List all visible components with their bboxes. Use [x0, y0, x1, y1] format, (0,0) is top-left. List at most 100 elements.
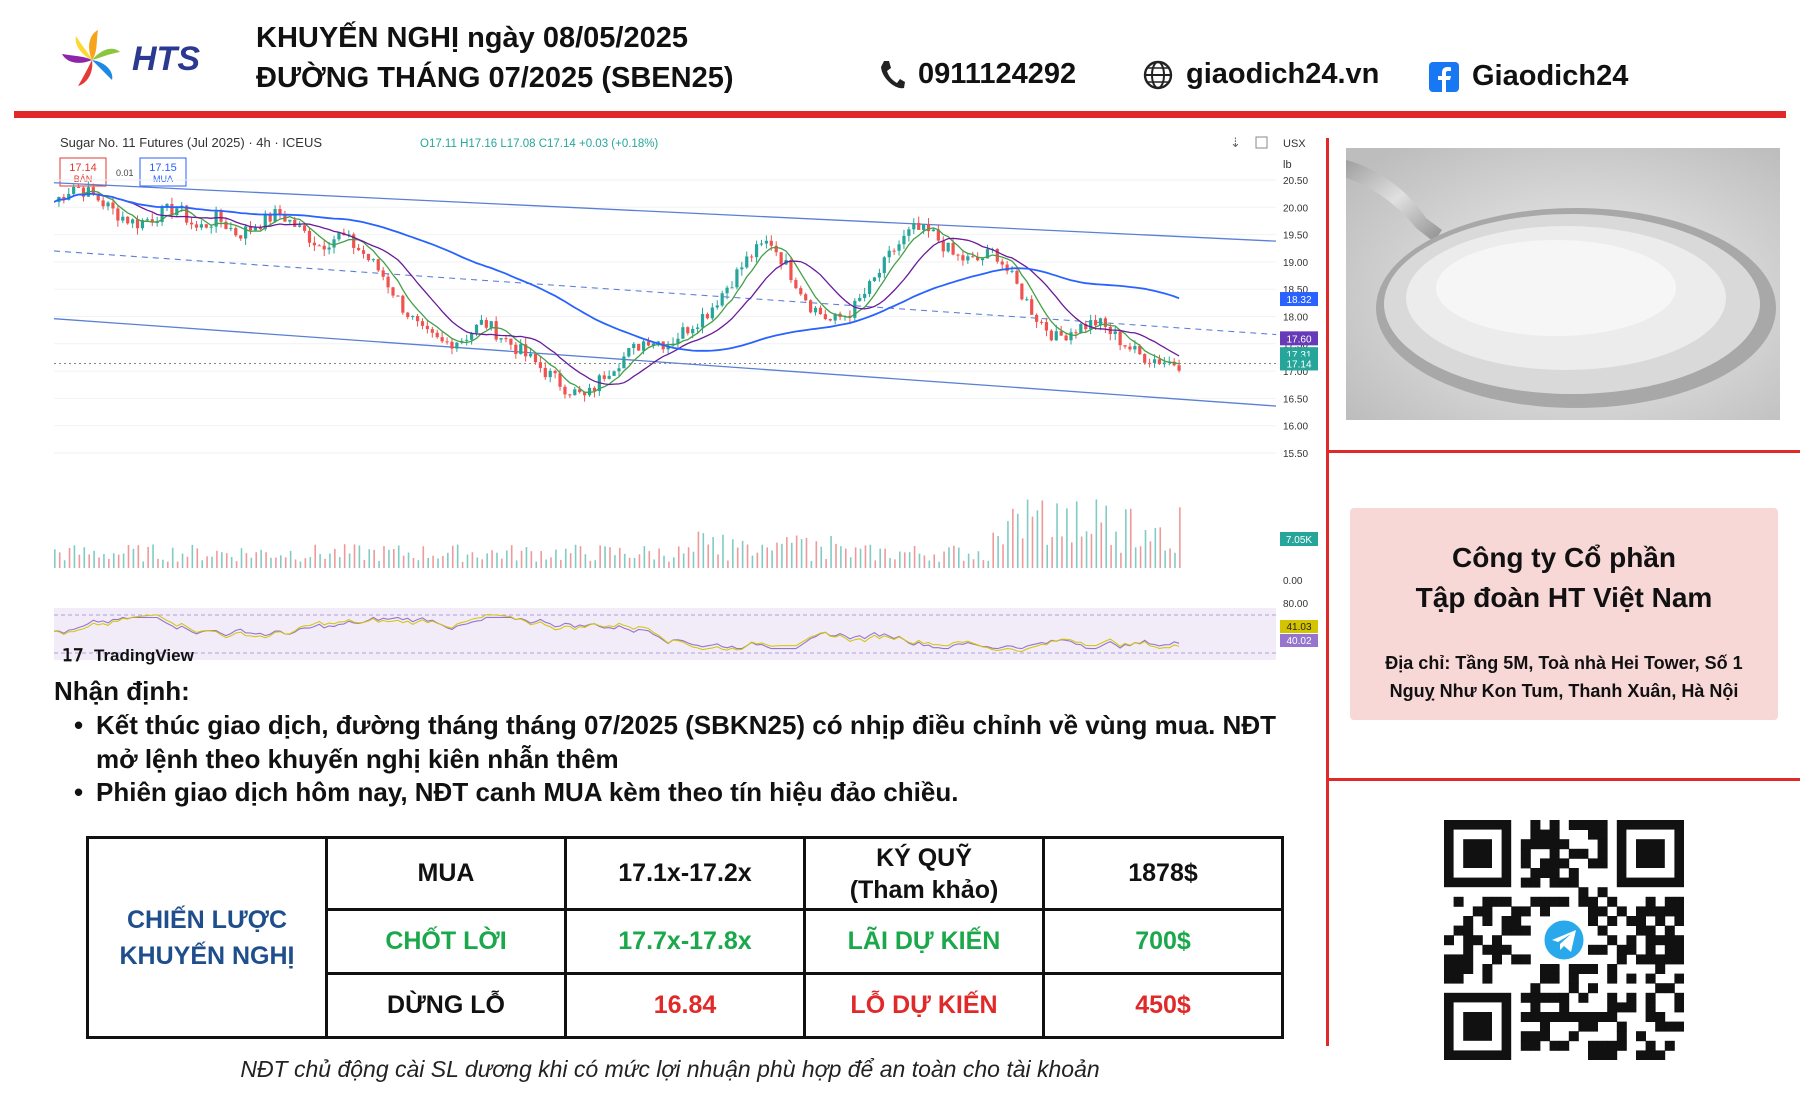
candle-body [951, 242, 955, 255]
volume-bar [196, 548, 199, 568]
volume-bar [697, 531, 700, 568]
volume-bar [776, 542, 778, 568]
volume-bar [648, 551, 651, 568]
candle-body [1044, 322, 1049, 331]
volume-bar [1144, 530, 1147, 568]
candle-body [175, 208, 179, 216]
candle-body [946, 242, 950, 252]
price-chart[interactable]: Sugar No. 11 Futures (Jul 2025) · 4h · I… [53, 128, 1324, 668]
qr-module [1501, 944, 1512, 955]
candle-body [632, 343, 636, 349]
qr-module [1444, 935, 1454, 946]
volume-bar [677, 546, 680, 568]
qr-module [1588, 944, 1598, 955]
qr-module [1616, 944, 1627, 955]
candle-body [165, 204, 169, 207]
qr-module [1444, 964, 1454, 974]
candle-body [961, 255, 965, 261]
candle-body [931, 229, 936, 232]
website-url: giaodich24.vn [1186, 58, 1380, 90]
candle-body [204, 224, 208, 228]
qr-module [1597, 906, 1608, 917]
qr-module [1520, 858, 1531, 869]
candle-body [131, 219, 135, 224]
right-divider-bottom [1328, 778, 1800, 781]
analysis-bullet-2-text: Phiên giao dịch hôm nay, NĐT canh MUA kè… [96, 777, 959, 807]
qr-module [1664, 1021, 1675, 1032]
qr-module [1549, 868, 1560, 878]
telegram-qr-code[interactable] [1444, 820, 1685, 1061]
qr-module [1520, 1031, 1531, 1042]
candle-body [411, 316, 415, 318]
candle-body [62, 196, 66, 200]
qr-module [1549, 848, 1560, 859]
volume-bar [653, 559, 655, 568]
volume-bar [157, 558, 159, 568]
candle-body [224, 221, 228, 229]
volume-bar [962, 560, 965, 568]
sell-label: BÁN [74, 174, 93, 184]
volume-bar [609, 547, 611, 568]
qr-module [1597, 1050, 1608, 1061]
candle-body [317, 245, 321, 247]
website-contact[interactable]: giaodich24.vn [1142, 58, 1379, 91]
volume-bar [211, 556, 213, 568]
volume-bar [619, 547, 621, 568]
candle-body [730, 287, 734, 289]
volume-bar [496, 552, 498, 568]
candle-body [553, 370, 557, 374]
candle-body [366, 253, 371, 261]
qr-module [1472, 906, 1483, 917]
qr-module [1568, 1012, 1579, 1022]
candle-body [794, 280, 798, 289]
qr-module [1674, 916, 1685, 926]
volume-bar [845, 548, 847, 568]
volume-bar [967, 553, 970, 568]
footer-note: NĐT chủ động cài SL dương khi có mức lợi… [240, 1056, 1100, 1082]
sell-box[interactable]: 17.14 BÁN [59, 157, 107, 187]
candle-body [966, 256, 970, 261]
expected-loss-value: 450$ [1042, 972, 1284, 1039]
qr-module [1530, 1040, 1541, 1051]
buy-box[interactable]: 17.15 MUA [139, 157, 187, 187]
right-divider-top [1328, 450, 1800, 453]
candle-body [583, 392, 587, 396]
volume-bar [422, 546, 425, 568]
volume-bar [284, 557, 287, 568]
qr-module [1607, 1002, 1618, 1013]
volume-bar [304, 558, 307, 568]
candle-body [519, 344, 523, 355]
qr-module [1674, 906, 1685, 917]
facebook-contact[interactable]: Giaodich24 [1428, 60, 1628, 93]
candle-body [1005, 264, 1009, 271]
candle-body [666, 345, 670, 350]
candle-body [160, 206, 164, 223]
candle-body [1079, 323, 1083, 333]
volume-bar [412, 557, 415, 568]
y-tick-label: 19.50 [1283, 231, 1308, 242]
qr-module [1578, 896, 1589, 907]
chart-toolbar-icons[interactable]: ⇣ USX lb [1230, 135, 1306, 171]
candle-body [376, 259, 380, 271]
volume-bar [658, 548, 660, 568]
volume-bar [294, 559, 297, 568]
qr-module [1511, 954, 1522, 965]
volume-bar [594, 560, 597, 568]
candle-body [612, 371, 616, 376]
candle-body [700, 314, 705, 328]
volume-bar [795, 535, 798, 568]
volume-bar [1159, 527, 1162, 568]
candle-body [396, 295, 400, 297]
product-title: ĐƯỜNG THÁNG 07/2025 (SBEN25) [256, 62, 734, 94]
volume-bar [1016, 513, 1019, 568]
rsi-tag-label: 40.02 [1286, 636, 1311, 647]
volume-bar [343, 544, 346, 568]
qr-module [1674, 973, 1685, 984]
volume-bar [363, 559, 366, 568]
phone-contact[interactable]: 0911124292 [878, 58, 1076, 91]
candle-body [322, 245, 326, 250]
candle-body [307, 230, 312, 243]
volume-bar [633, 557, 636, 568]
qr-module [1520, 1040, 1531, 1051]
qr-module [1664, 896, 1675, 907]
